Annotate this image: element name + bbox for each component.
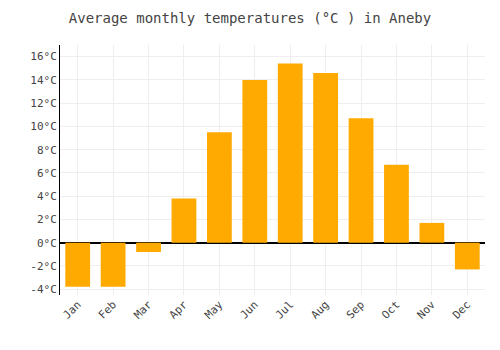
svg-text:Jul: Jul [273,298,296,321]
svg-text:4°C: 4°C [37,190,57,203]
svg-text:10°C: 10°C [30,120,57,133]
svg-text:6°C: 6°C [37,167,57,180]
svg-text:May: May [202,298,226,322]
svg-text:-4°C: -4°C [30,283,57,296]
svg-text:-2°C: -2°C [30,260,57,273]
svg-text:2°C: 2°C [37,213,57,226]
svg-text:Average monthly temperatures (: Average monthly temperatures (°C ) in An… [69,10,431,26]
svg-text:0°C: 0°C [37,237,57,250]
svg-text:14°C: 14°C [30,74,57,87]
svg-text:8°C: 8°C [37,144,57,157]
svg-text:Jun: Jun [238,298,261,321]
svg-text:Aug: Aug [308,298,331,321]
svg-text:Feb: Feb [96,298,119,321]
svg-text:16°C: 16°C [30,50,57,63]
svg-text:Oct: Oct [379,298,402,321]
svg-text:12°C: 12°C [30,97,57,110]
svg-text:Mar: Mar [131,298,155,322]
svg-text:Apr: Apr [167,298,191,322]
svg-text:Nov: Nov [415,298,439,322]
svg-text:Dec: Dec [450,298,473,321]
svg-text:Jan: Jan [60,298,83,321]
svg-text:Sep: Sep [344,298,367,321]
